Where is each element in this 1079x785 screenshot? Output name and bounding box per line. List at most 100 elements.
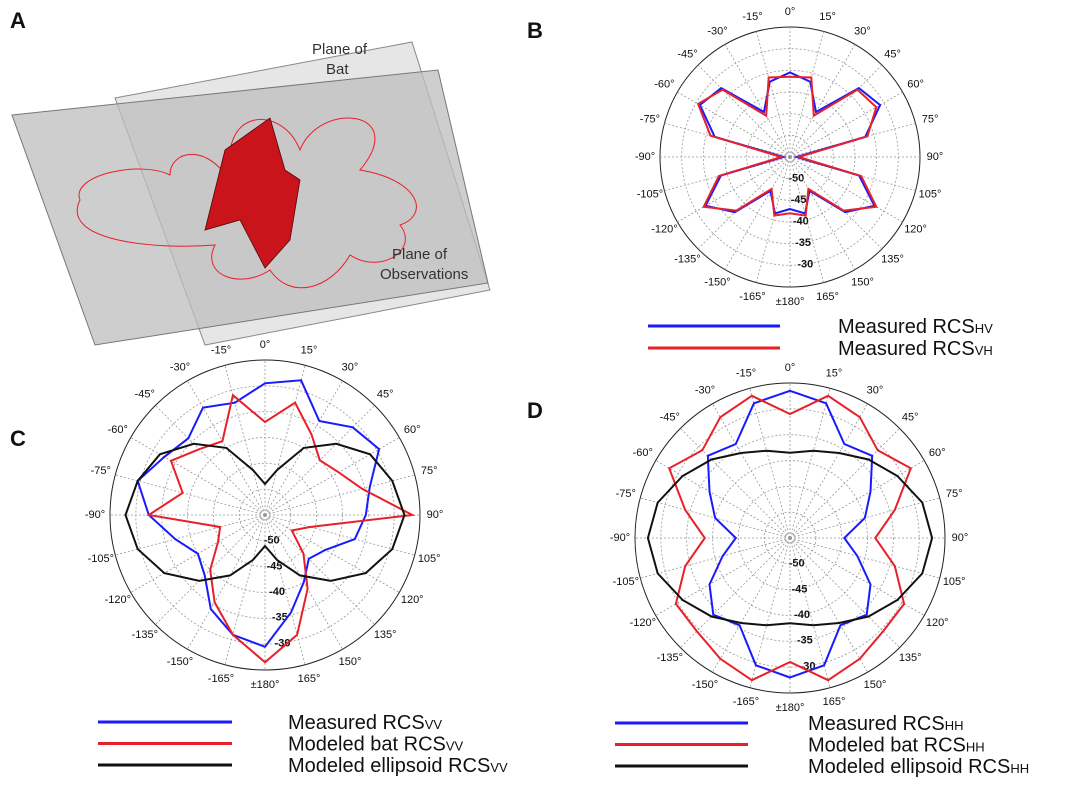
angle-tick-label: 0° xyxy=(785,6,796,18)
r-tick-label: -35 xyxy=(797,635,813,647)
grid-spoke xyxy=(225,515,265,665)
legend-label: Modeled ellipsoid RCSVV xyxy=(288,755,508,777)
angle-tick-label: -105° xyxy=(637,188,663,200)
angle-tick-label: 165° xyxy=(823,696,846,708)
angle-tick-label: -120° xyxy=(105,594,131,606)
legend-name: Modeled bat RCS xyxy=(808,735,966,757)
r-tick-label: -40 xyxy=(793,216,809,228)
r-tick-label: -45 xyxy=(791,194,807,206)
legend-name: Modeled ellipsoid RCS xyxy=(808,756,1010,778)
legend-name: Measured RCS xyxy=(288,712,425,734)
angle-tick-label: -30° xyxy=(707,25,727,37)
r-tick-label: -30 xyxy=(797,259,813,271)
angle-tick-label: -75° xyxy=(91,465,111,477)
angle-tick-label: -165° xyxy=(208,673,234,685)
legend-label: Measured RCSHV xyxy=(838,316,993,338)
angle-tick-label: 90° xyxy=(952,532,969,544)
legend-subscript: HH xyxy=(945,718,964,733)
angle-tick-label: -45° xyxy=(677,48,697,60)
legend-subscript: HV xyxy=(975,321,993,336)
angle-tick-label: -135° xyxy=(674,253,700,265)
legend-subscript: HH xyxy=(1010,761,1029,776)
angle-tick-label: -90° xyxy=(635,151,655,163)
legend-subscript: VH xyxy=(975,343,993,358)
r-tick-label: -35 xyxy=(795,237,811,249)
grid-spoke xyxy=(790,44,855,157)
panel-label: D xyxy=(527,398,543,423)
panel-a: A Plane of Bat Plane of Observations xyxy=(10,8,490,345)
panel-label: B xyxy=(527,18,543,43)
angle-tick-label: 120° xyxy=(926,617,949,629)
r-tick-label: -40 xyxy=(269,586,285,598)
angle-tick-label: 150° xyxy=(864,679,887,691)
plane-label: Plane of xyxy=(312,41,368,58)
angle-tick-label: 15° xyxy=(826,368,843,380)
legend-subscript: VV xyxy=(425,717,443,732)
angle-tick-label: -60° xyxy=(654,78,674,90)
angle-tick-label: 135° xyxy=(899,652,922,664)
angle-tick-label: -75° xyxy=(616,488,636,500)
angle-tick-label: -165° xyxy=(733,696,759,708)
legend-label: Modeled ellipsoid RCSHH xyxy=(808,756,1029,778)
angle-tick-label: 60° xyxy=(907,78,924,90)
angle-tick-label: -30° xyxy=(695,385,715,397)
legend-label: Modeled bat RCSVV xyxy=(288,734,464,756)
grid-spoke xyxy=(698,157,790,249)
angle-tick-label: -120° xyxy=(651,223,677,235)
angle-tick-label: 75° xyxy=(421,465,438,477)
plane-label: Bat xyxy=(326,61,349,78)
series-line xyxy=(138,380,379,647)
legend-subscript: VV xyxy=(446,739,464,754)
angle-tick-label: 45° xyxy=(902,412,919,424)
angle-tick-label: 105° xyxy=(943,576,966,588)
r-tick-label: -35 xyxy=(272,612,288,624)
angle-tick-label: -105° xyxy=(613,576,639,588)
angle-tick-label: 120° xyxy=(401,594,424,606)
figure: A Plane of Bat Plane of Observations B-5… xyxy=(0,0,1079,785)
r-tick-label: -40 xyxy=(794,609,810,621)
angle-tick-label: -150° xyxy=(704,276,730,288)
grid-spoke xyxy=(790,404,868,538)
grid-spoke xyxy=(756,157,790,283)
angle-tick-label: 165° xyxy=(816,291,839,303)
angle-tick-label: 45° xyxy=(377,389,394,401)
grid-spoke xyxy=(725,157,790,270)
angle-tick-label: 120° xyxy=(904,223,927,235)
legend-name: Modeled bat RCS xyxy=(288,734,446,756)
angle-tick-label: ±180° xyxy=(776,702,805,714)
angle-tick-label: -30° xyxy=(170,362,190,374)
angle-tick-label: 135° xyxy=(881,253,904,265)
panel-label: A xyxy=(10,8,26,33)
angle-tick-label: -120° xyxy=(630,617,656,629)
angle-tick-label: -45° xyxy=(660,412,680,424)
angle-tick-label: -135° xyxy=(132,629,158,641)
legend-subscript: VV xyxy=(490,760,508,775)
panel-label: C xyxy=(10,426,26,451)
legend-name: Measured RCS xyxy=(838,316,975,338)
angle-tick-label: -150° xyxy=(692,679,718,691)
angle-tick-label: -45° xyxy=(135,389,155,401)
grid-spoke xyxy=(790,31,824,157)
legend-name: Modeled ellipsoid RCS xyxy=(288,755,490,777)
plane-label: Plane of xyxy=(392,246,448,263)
angle-tick-label: -15° xyxy=(736,368,756,380)
legend-name: Measured RCS xyxy=(808,713,945,735)
angle-tick-label: 45° xyxy=(884,48,901,60)
angle-tick-label: 150° xyxy=(851,276,874,288)
angle-tick-label: -60° xyxy=(108,424,128,436)
angle-tick-label: 0° xyxy=(260,339,271,351)
legend-label: Measured RCSVV xyxy=(288,712,442,734)
angle-tick-label: 60° xyxy=(404,424,421,436)
legend-label: Measured RCSVH xyxy=(838,338,993,360)
angle-tick-label: 135° xyxy=(374,629,397,641)
angle-tick-label: 150° xyxy=(339,656,362,668)
plane-label: Observations xyxy=(380,266,468,283)
angle-tick-label: -165° xyxy=(739,291,765,303)
angle-tick-label: 105° xyxy=(919,188,942,200)
angle-tick-label: 0° xyxy=(785,362,796,374)
angle-tick-label: 75° xyxy=(922,113,939,125)
angle-tick-label: 75° xyxy=(946,488,963,500)
angle-tick-label: -90° xyxy=(85,509,105,521)
angle-tick-label: -135° xyxy=(657,652,683,664)
angle-tick-label: ±180° xyxy=(251,679,280,691)
